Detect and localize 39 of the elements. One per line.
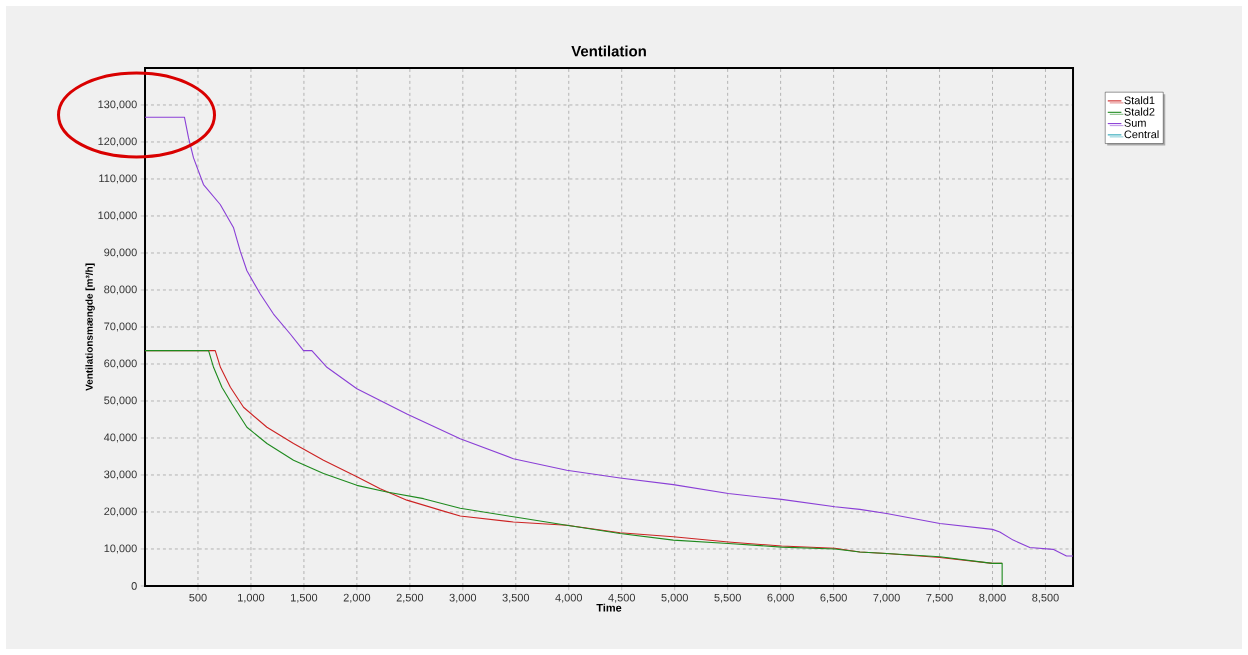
x-tick-label: 3,500	[502, 593, 530, 603]
x-tick-label: 5,000	[661, 593, 688, 603]
x-tick-label: 7,500	[926, 593, 953, 603]
x-tick-label: 6,000	[767, 593, 794, 603]
x-tick-label: 5,500	[714, 593, 741, 603]
x-tick-label: 500	[189, 593, 207, 602]
x-tick-label: 2,500	[396, 593, 424, 603]
y-tick-label: 100,000	[98, 211, 137, 221]
legend-label: Stald2	[1124, 107, 1155, 116]
chart-title: Ventilation	[571, 45, 646, 57]
legend-label: Central	[1124, 130, 1159, 139]
y-tick-label: 10,000	[104, 544, 137, 554]
y-tick-label: 30,000	[104, 470, 137, 480]
y-tick-label: 90,000	[104, 248, 137, 258]
x-tick-label: 4,500	[608, 593, 635, 603]
x-tick-label: 8,500	[1032, 593, 1059, 603]
y-tick-label: 60,000	[104, 359, 137, 369]
x-axis-title: Time	[596, 603, 622, 612]
line-series	[145, 116, 1074, 557]
x-tick-label: 4,000	[555, 593, 583, 603]
y-tick-label: 20,000	[104, 507, 137, 517]
y-tick-label: 80,000	[104, 285, 137, 295]
legend-label: Sum	[1124, 119, 1146, 127]
x-tick-label: 6,500	[820, 593, 847, 603]
x-tick-label: 1,000	[238, 593, 265, 603]
x-tick-label: 3,000	[449, 593, 477, 603]
x-tick-label: 7,000	[873, 593, 900, 603]
y-tick-label: 40,000	[103, 433, 137, 443]
legend-label: Stald1	[1124, 96, 1155, 105]
x-tick-label: 1,500	[291, 593, 318, 603]
y-tick-label: 120,000	[98, 137, 137, 147]
y-tick-label: 70,000	[104, 322, 137, 332]
x-tick-label: 8,000	[979, 593, 1006, 603]
y-tick-label: 0	[131, 582, 137, 590]
y-tick-label: 110,000	[99, 174, 137, 184]
y-tick-label: 130,000	[98, 100, 137, 110]
x-tick-label: 2,000	[343, 593, 371, 603]
y-axis-title: Ventilationsmængde [m³/h]	[85, 263, 95, 391]
y-tick-label: 50,000	[104, 396, 137, 406]
